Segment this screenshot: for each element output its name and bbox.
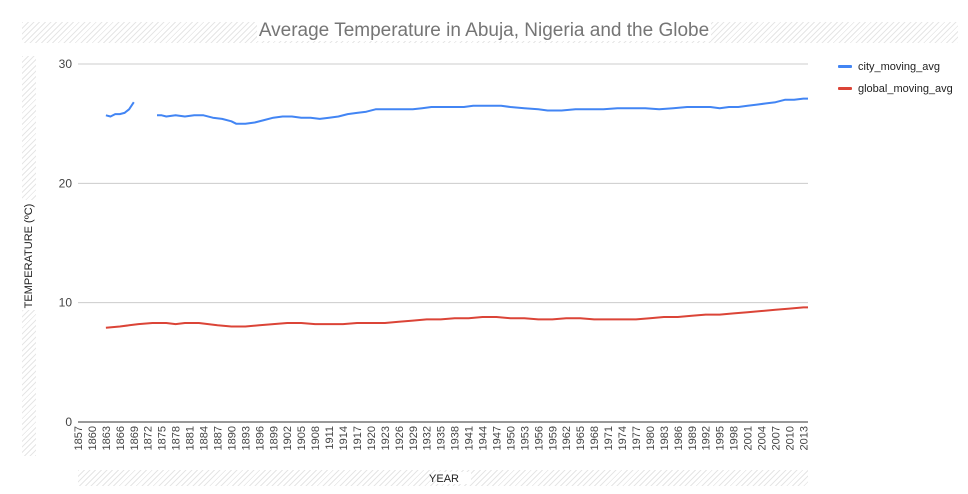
x-tick-label: 1857 bbox=[73, 426, 85, 450]
x-axis-title: YEAR bbox=[429, 473, 459, 485]
x-tick-label: 1944 bbox=[478, 426, 490, 450]
x-tick-label: 1926 bbox=[394, 426, 406, 450]
legend-swatch bbox=[838, 65, 852, 68]
x-tick-label: 1887 bbox=[212, 426, 224, 450]
y-axis-title-bg bbox=[22, 200, 36, 310]
x-tick-label: 1878 bbox=[171, 426, 183, 450]
y-tick-label: 30 bbox=[59, 57, 73, 71]
x-tick-label: 1998 bbox=[729, 426, 741, 450]
x-tick-label: 2001 bbox=[743, 426, 755, 450]
x-tick-label: 1908 bbox=[310, 426, 322, 450]
x-tick-label: 1872 bbox=[143, 426, 155, 450]
series-line-city_moving_avg bbox=[105, 101, 135, 118]
x-tick-label: 1986 bbox=[673, 426, 685, 450]
x-tick-label: 1980 bbox=[645, 426, 657, 450]
x-tick-label: 1989 bbox=[687, 426, 699, 450]
x-tick-label: 1929 bbox=[408, 426, 420, 450]
x-tick-label: 1983 bbox=[659, 426, 671, 450]
series-line-global_moving_avg bbox=[105, 306, 808, 329]
x-tick-label: 1893 bbox=[240, 426, 252, 450]
grid bbox=[78, 63, 808, 304]
x-tick-label: 1866 bbox=[115, 426, 127, 450]
x-tick-label: 1938 bbox=[450, 426, 462, 450]
x-tick-label: 1953 bbox=[519, 426, 531, 450]
legend[interactable]: city_moving_avg global_moving_avg bbox=[838, 61, 953, 95]
series-lines bbox=[105, 97, 808, 329]
x-tick-label: 1884 bbox=[199, 426, 211, 450]
y-tick-label: 20 bbox=[59, 176, 73, 190]
x-tick-label: 2004 bbox=[757, 426, 769, 450]
x-tick-label: 1890 bbox=[226, 426, 238, 450]
x-tick-label: 1950 bbox=[505, 426, 517, 450]
x-tick-label: 1974 bbox=[617, 426, 629, 450]
x-tick-label: 1995 bbox=[715, 426, 727, 450]
x-tick-label: 1911 bbox=[324, 426, 336, 450]
x-axis-ticks: 1857 1860 1863 1866 1869 1872 1875 1878 1881 1884… bbox=[73, 426, 810, 450]
y-axis-title: TEMPERATURE (ºC) bbox=[23, 204, 35, 309]
x-tick-label: 1968 bbox=[589, 426, 601, 450]
x-tick-label: 2013 bbox=[798, 426, 810, 450]
x-tick-label: 1977 bbox=[631, 426, 643, 450]
legend-label: global_moving_avg bbox=[858, 83, 953, 95]
x-tick-label: 1965 bbox=[575, 426, 587, 450]
x-tick-label: 1962 bbox=[561, 426, 573, 450]
x-tick-label: 1941 bbox=[464, 426, 476, 450]
x-tick-label: 2010 bbox=[784, 426, 796, 450]
x-tick-label: 1959 bbox=[547, 426, 559, 450]
x-tick-label: 1947 bbox=[491, 426, 503, 450]
chart-title-text: Average Temperature in Abuja, Nigeria an… bbox=[256, 20, 712, 41]
x-tick-label: 1881 bbox=[185, 426, 197, 450]
x-tick-label: 1932 bbox=[422, 426, 434, 450]
chart-title: Average Temperature in Abuja, Nigeria an… bbox=[0, 20, 968, 42]
x-axis-title-bg bbox=[437, 472, 471, 484]
x-tick-label: 1899 bbox=[268, 426, 280, 450]
x-tick-label: 2007 bbox=[770, 426, 782, 450]
x-tick-label: 1863 bbox=[101, 426, 113, 450]
x-tick-label: 1992 bbox=[701, 426, 713, 450]
x-tick-label: 1860 bbox=[87, 426, 99, 450]
x-tick-label: 1956 bbox=[533, 426, 545, 450]
x-tick-label: 1896 bbox=[254, 426, 266, 450]
y-tick-label: 0 bbox=[65, 415, 72, 429]
x-tick-label: 1971 bbox=[603, 426, 615, 450]
x-tick-label: 1935 bbox=[436, 426, 448, 450]
x-tick-label: 1917 bbox=[352, 426, 364, 450]
x-tick-label: 1920 bbox=[366, 426, 378, 450]
legend-label: city_moving_avg bbox=[858, 61, 940, 73]
x-tick-label: 1905 bbox=[296, 426, 308, 450]
x-tick-label: 1914 bbox=[338, 426, 350, 450]
legend-swatch bbox=[838, 87, 852, 90]
series-line-city_moving_avg bbox=[157, 97, 808, 125]
x-tick-label: 1902 bbox=[282, 426, 294, 450]
x-tick-label: 1923 bbox=[380, 426, 392, 450]
x-tick-label: 1869 bbox=[129, 426, 141, 450]
x-tick-label: 1875 bbox=[157, 426, 169, 450]
y-tick-label: 10 bbox=[59, 296, 73, 310]
y-axis-ticks: 0 10 20 30 bbox=[59, 57, 73, 429]
